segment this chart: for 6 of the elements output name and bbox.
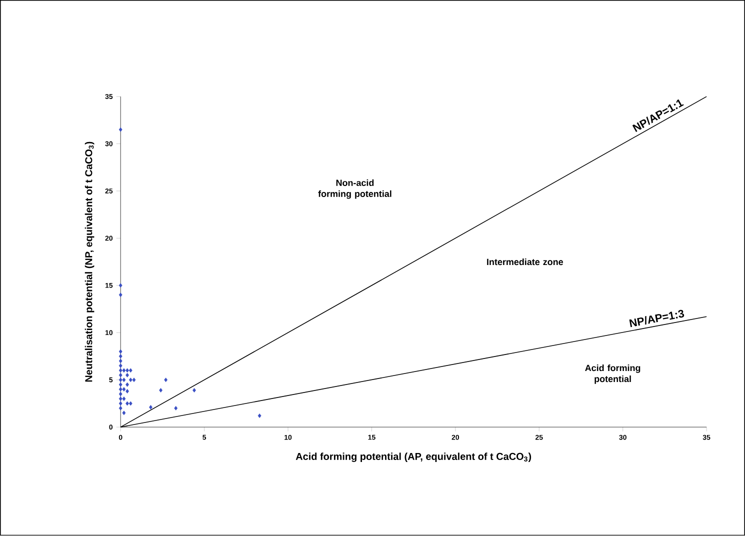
y-axis-title: Neutralisation potential (NP, equivalent of t CaCO$_{3}$) [84,142,94,382]
text: NP/AP=1:3 [629,310,684,328]
annotation: Acid forming potential [585,364,640,384]
annotation: Intermediate zone [487,258,564,266]
x-axis-title: Acid forming potential (AP, equivalent of t CaCO$_{3}$) [296,452,532,462]
annotation: Non-acid forming potential [318,180,392,199]
